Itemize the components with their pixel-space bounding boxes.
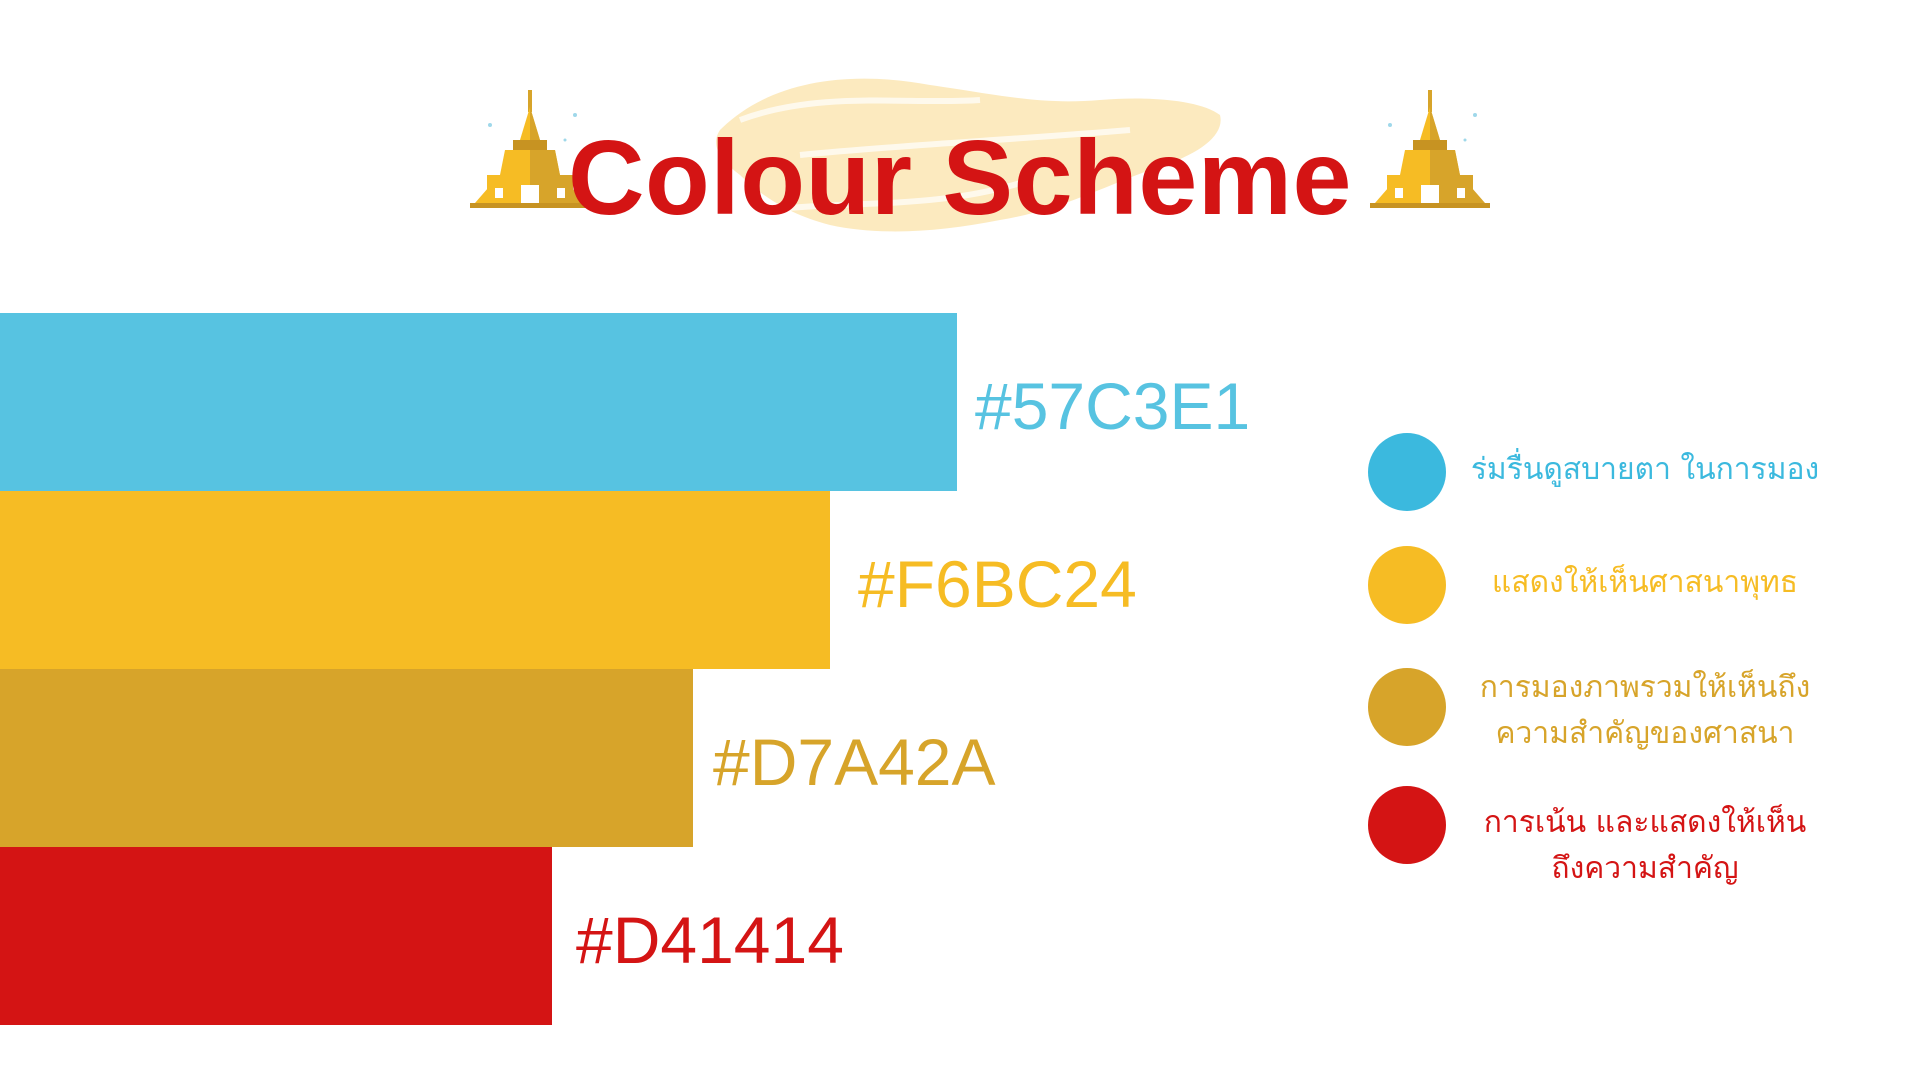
legend-text-gold: การมองภาพรวมให้เห็นถึง ความสำคัญของศาสนา	[1479, 670, 1811, 751]
hex-label-blue: #57C3E1	[975, 369, 1251, 443]
legend-dot-yellow	[1368, 546, 1446, 624]
legend-text-blue: ร่มรื่นดูสบายตา ในการมอง	[1470, 452, 1820, 487]
swatch-bar-gold	[0, 669, 693, 847]
hex-label-gold: #D7A42A	[713, 725, 996, 799]
swatch-bar-red	[0, 847, 552, 1025]
legend-dot-gold	[1368, 668, 1446, 746]
title-area: Colour Scheme	[0, 60, 1920, 260]
legend-text-yellow: แสดงให้เห็นศาสนาพุทธ	[1491, 565, 1799, 600]
legend-dot-red	[1368, 786, 1446, 864]
swatch-bar-blue	[0, 313, 957, 491]
hex-label-red: #D41414	[576, 903, 844, 977]
swatch-bar-yellow	[0, 491, 830, 669]
page-title: Colour Scheme	[567, 119, 1352, 237]
hex-label-yellow: #F6BC24	[858, 547, 1137, 621]
legend-dot-blue	[1368, 433, 1446, 511]
brush-stroke-decoration	[716, 78, 1221, 232]
legend-text-red: การเน้น และแสดงให้เห็น ถึงความสำคัญ	[1483, 805, 1807, 886]
pagoda-icon	[470, 90, 590, 208]
pagoda-icon	[1370, 90, 1490, 208]
